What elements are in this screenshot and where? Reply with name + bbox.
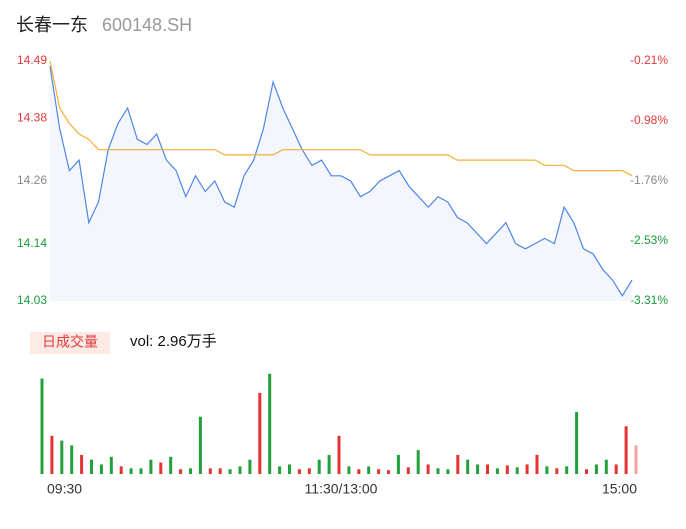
volume-bar bbox=[357, 469, 361, 474]
volume-bar bbox=[367, 466, 371, 474]
average-line bbox=[49, 60, 633, 177]
volume-bar bbox=[228, 469, 232, 474]
volume-bar bbox=[248, 459, 252, 474]
price-line bbox=[49, 66, 633, 297]
x-tick-label: 09:30 bbox=[47, 481, 82, 497]
volume-bar bbox=[396, 454, 400, 474]
volume-bar bbox=[90, 459, 93, 474]
volume-bar bbox=[50, 435, 54, 474]
y-tick-label: 14.26 bbox=[17, 173, 47, 187]
y-tick-label: 14.14 bbox=[17, 236, 47, 250]
y-tick-label: 14.49 bbox=[17, 53, 47, 67]
volume-bar bbox=[624, 426, 628, 474]
volume-bar bbox=[268, 373, 272, 474]
volume-bar bbox=[575, 411, 579, 474]
volume-bar bbox=[169, 456, 173, 474]
x-tick-label: 15:00 bbox=[602, 481, 637, 497]
y-tick-label: 14.03 bbox=[17, 293, 47, 307]
volume-bar bbox=[585, 469, 588, 474]
volume-bar bbox=[179, 469, 183, 474]
volume-bar bbox=[99, 464, 103, 474]
y2-tick-label: -1.76% bbox=[630, 173, 668, 187]
volume-bar bbox=[307, 468, 311, 474]
volume-bar bbox=[347, 466, 351, 474]
volume-bar bbox=[565, 466, 569, 474]
volume-bar bbox=[40, 378, 44, 474]
volume-bar bbox=[288, 464, 291, 474]
y-tick-label: 14.38 bbox=[17, 111, 47, 125]
volume-bar bbox=[337, 435, 341, 474]
volume-bar bbox=[446, 469, 450, 474]
volume-bar bbox=[317, 459, 321, 474]
volume-bar bbox=[149, 459, 153, 474]
volume-bar bbox=[634, 445, 638, 474]
stock-name: 长春一东 bbox=[16, 15, 88, 35]
price-area bbox=[50, 66, 632, 301]
volume-bar bbox=[80, 454, 84, 474]
volume-bar bbox=[387, 470, 390, 474]
volume-bar bbox=[476, 464, 480, 474]
volume-bar bbox=[416, 450, 420, 474]
volume-bar bbox=[486, 464, 489, 474]
volume-bar bbox=[525, 464, 529, 474]
volume-bar bbox=[614, 464, 618, 474]
volume-label: 日成交量 bbox=[42, 334, 98, 350]
stock-code: 600148.SH bbox=[102, 15, 192, 35]
volume-bar bbox=[208, 468, 212, 474]
volume-bar bbox=[495, 468, 499, 474]
volume-bar bbox=[377, 469, 381, 474]
volume-label-bg bbox=[30, 332, 110, 354]
volume-bar bbox=[535, 454, 539, 474]
volume-bar bbox=[406, 467, 410, 474]
volume-bar bbox=[218, 468, 222, 474]
x-tick-label: 11:30/13:00 bbox=[305, 481, 378, 497]
volume-bar bbox=[297, 469, 301, 474]
volume-total: vol: 2.96万手 bbox=[130, 333, 217, 350]
volume-bar bbox=[594, 464, 598, 474]
volume-bar bbox=[555, 468, 559, 474]
volume-bar bbox=[327, 454, 331, 474]
volume-bar bbox=[278, 466, 282, 474]
volume-bar bbox=[119, 466, 123, 474]
volume-bar bbox=[604, 459, 608, 474]
y2-tick-label: -2.53% bbox=[630, 233, 668, 247]
volume-bar bbox=[70, 445, 74, 474]
volume-bar bbox=[189, 468, 192, 474]
volume-bar bbox=[198, 416, 202, 474]
volume-bar bbox=[456, 454, 460, 474]
y2-tick-label: -0.21% bbox=[630, 53, 668, 67]
volume-bar bbox=[60, 440, 64, 474]
volume-bar bbox=[545, 466, 549, 474]
volume-bar bbox=[129, 468, 133, 474]
y2-tick-label: -3.31% bbox=[630, 293, 668, 307]
volume-bar bbox=[109, 456, 113, 474]
volume-bar bbox=[505, 465, 509, 474]
volume-bar bbox=[515, 467, 519, 474]
volume-bar bbox=[258, 392, 262, 474]
volume-bar bbox=[436, 468, 440, 474]
volume-bar bbox=[159, 462, 163, 474]
volume-bar bbox=[139, 468, 143, 474]
volume-bar bbox=[426, 464, 430, 474]
volume-bar bbox=[466, 459, 470, 474]
volume-bar bbox=[238, 466, 242, 474]
y2-tick-label: -0.98% bbox=[630, 113, 668, 127]
